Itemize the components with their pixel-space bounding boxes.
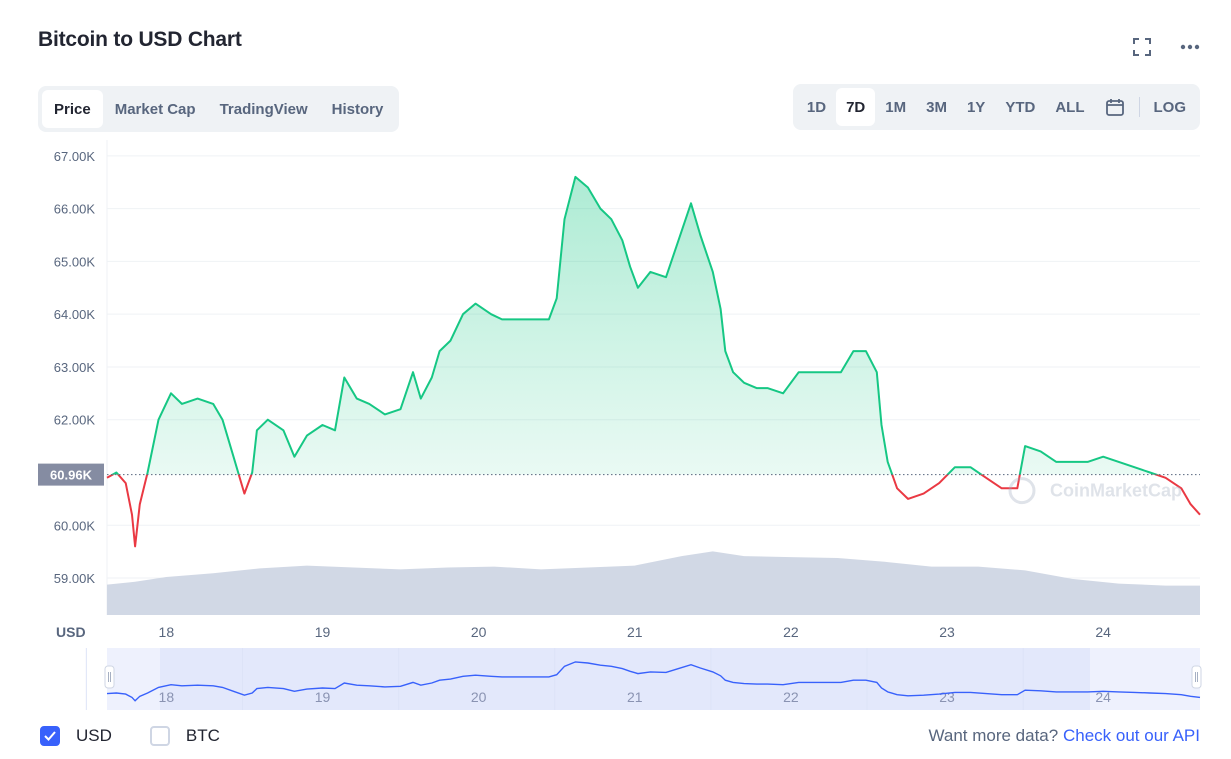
watermark-text: CoinMarketCap — [1050, 481, 1182, 501]
api-prefix-text: Want more data? — [928, 726, 1059, 745]
chart-footer: USD BTC Want more data? Check out our AP… — [40, 726, 1200, 746]
range-1m[interactable]: 1M — [885, 98, 907, 116]
y-tick-label: 63.00K — [54, 360, 96, 375]
baseline-label-bg — [38, 463, 104, 486]
y-tick-label: 65.00K — [54, 254, 96, 269]
api-link[interactable]: Check out our API — [1062, 726, 1200, 745]
tab-history[interactable]: History — [331, 100, 384, 118]
brush-x-tick-label: 22 — [783, 689, 799, 705]
chart-title: Bitcoin to USD Chart — [38, 28, 242, 51]
y-tick-label: 59.00K — [54, 571, 96, 586]
api-promo: Want more data? Check out our API — [928, 726, 1200, 746]
price-line-up — [110, 175, 1160, 475]
brush-handle-right[interactable] — [1191, 665, 1202, 689]
tab-price[interactable]: Price — [42, 90, 103, 128]
usd-label: USD — [76, 726, 112, 745]
btc-checkbox[interactable]: BTC — [149, 726, 220, 746]
brush-handle-left[interactable] — [104, 665, 115, 689]
y-tick-label: 64.00K — [54, 307, 96, 322]
range-7d[interactable]: 7D — [836, 88, 876, 126]
x-tick-label: 23 — [939, 624, 955, 640]
range-1d[interactable]: 1D — [806, 98, 827, 116]
more-horizontal-icon[interactable] — [1179, 36, 1201, 58]
log-scale-button[interactable]: LOG — [1153, 98, 1187, 116]
brush-x-tick-label: 21 — [627, 689, 643, 705]
currency-axis-label: USD — [56, 624, 86, 640]
baseline-label: 60.96K — [50, 468, 93, 483]
btc-label: BTC — [185, 726, 220, 745]
usd-checkbox[interactable]: USD — [40, 726, 112, 746]
tab-tradingview[interactable]: TradingView — [219, 100, 308, 118]
price-area-fill — [107, 176, 1200, 475]
x-tick-label: 19 — [315, 624, 331, 640]
brush-x-tick-label: 24 — [1095, 689, 1111, 705]
checkbox-checked-icon — [40, 726, 60, 746]
range-divider — [1138, 97, 1140, 117]
brush-price-line — [106, 661, 1201, 702]
range-3m[interactable]: 3M — [926, 98, 947, 116]
range-ytd[interactable]: YTD — [1005, 98, 1036, 116]
chart-type-tabs: Price Market Cap TradingView History — [38, 86, 400, 132]
brush-selection — [160, 648, 1090, 710]
chart-actions — [1131, 36, 1201, 58]
tab-market-cap[interactable]: Market Cap — [114, 100, 196, 118]
y-tick-label: 66.00K — [54, 202, 96, 217]
range-1y[interactable]: 1Y — [966, 98, 986, 116]
brush-x-tick-label: 18 — [159, 689, 175, 705]
calendar-icon[interactable] — [1095, 88, 1135, 126]
price-chart[interactable]: 67.00K 66.00K 65.00K 64.00K 63.00K 62.00K 60.0… — [0, 140, 1231, 720]
brush-x-tick-label: 20 — [471, 689, 487, 705]
range-all[interactable]: ALL — [1055, 98, 1085, 116]
x-tick-label: 21 — [627, 624, 643, 640]
fullscreen-icon[interactable] — [1131, 36, 1153, 58]
x-tick-label: 20 — [471, 624, 487, 640]
checkbox-unchecked-icon — [149, 726, 170, 746]
brush-handle-grip — [104, 665, 115, 689]
time-range-selector: 1D 7D 1M 3M 1Y YTD ALL LOG — [792, 84, 1200, 130]
x-tick-label: 24 — [1095, 624, 1111, 640]
brush-x-tick-label: 23 — [939, 689, 955, 705]
x-tick-label: 22 — [783, 624, 799, 640]
y-tick-label: 60.00K — [54, 518, 96, 533]
watermark: CoinMarketCap — [1008, 477, 1182, 505]
watermark-logo-icon — [1008, 477, 1036, 505]
brush-x-tick-label: 19 — [315, 689, 331, 705]
x-tick-label: 18 — [159, 624, 175, 640]
y-tick-label: 67.00K — [54, 149, 96, 164]
volume-area — [107, 551, 1200, 615]
brush-handle-grip — [1191, 665, 1202, 689]
y-tick-label: 62.00K — [54, 413, 96, 428]
